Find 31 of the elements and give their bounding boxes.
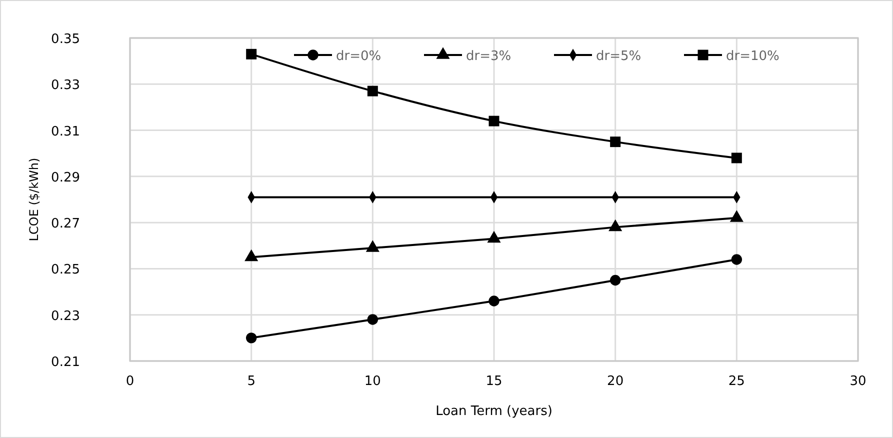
point [367,86,378,96]
legend-label: dr=3% [466,49,512,64]
x-tick-label: 25 [728,374,745,389]
point [246,332,257,344]
y-tick-label: 0.31 [51,124,80,140]
x-tick-label: 0 [126,374,134,389]
legend-label: dr=10% [726,49,780,64]
x-tick-label: 15 [486,374,502,389]
y-tick-label: 0.25 [51,262,80,278]
point [488,116,500,126]
y-tick-label: 0.35 [51,32,80,47]
point [731,152,742,164]
y-tick-label: 0.29 [51,170,80,186]
y-axis-title: LCOE ($/kWh) [27,158,41,242]
legend-label: dr=0% [336,49,382,64]
legend-label: dr=5% [596,49,642,64]
y-tick-label: 0.21 [51,355,80,370]
y-tick-label: 0.23 [51,308,80,324]
point [610,136,621,148]
x-tick-label: 5 [247,374,256,389]
point [610,274,621,286]
y-tick-label: 0.27 [51,216,80,232]
x-tick-label: 20 [607,374,624,389]
y-tick-label: 0.33 [51,78,80,94]
point [246,48,257,60]
x-axis-title: Loan Term (years) [436,404,552,419]
point [367,314,378,325]
point [488,296,500,306]
x-tick-label: 30 [850,374,866,389]
x-tick-label: 10 [364,374,381,389]
point [731,254,742,265]
